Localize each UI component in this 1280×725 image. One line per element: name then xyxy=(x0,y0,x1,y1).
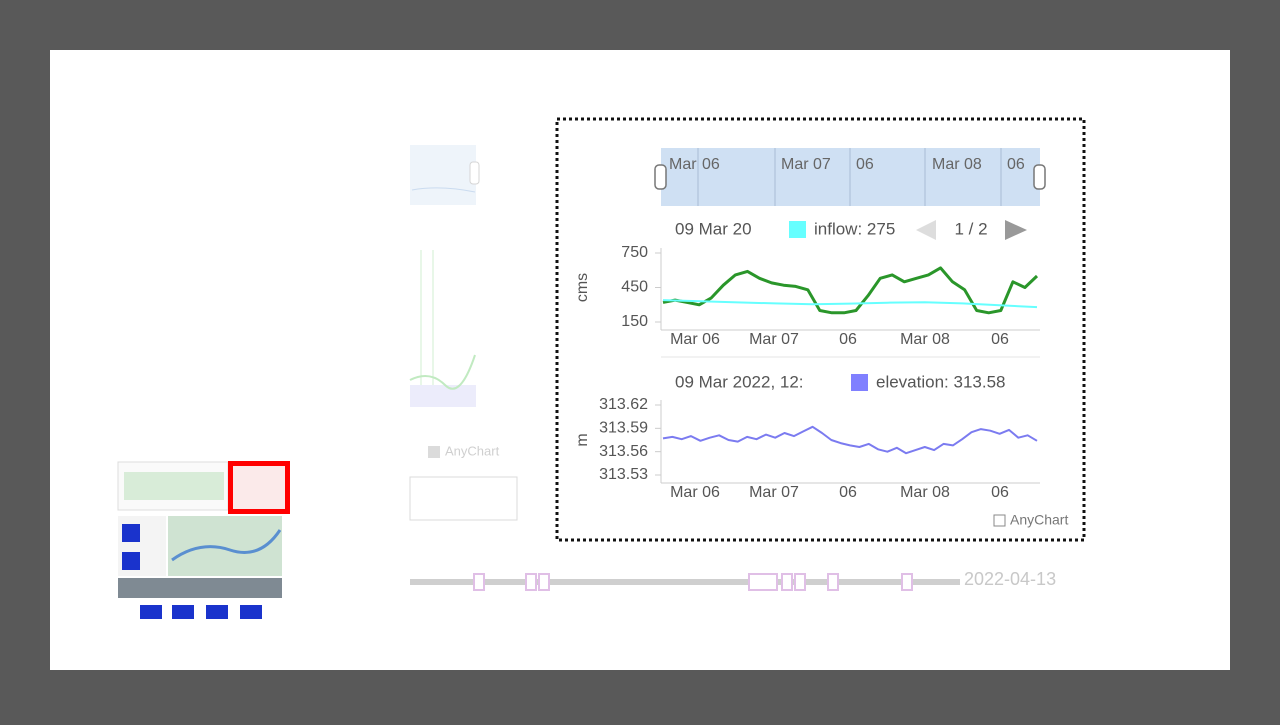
x-tick-label: 06 xyxy=(839,331,857,348)
y-tick-label: 150 xyxy=(621,313,648,330)
thumb-section xyxy=(140,605,162,619)
y-axis-title: m xyxy=(574,433,591,446)
navigator-label: Mar xyxy=(669,156,697,173)
navigator-label: 06 xyxy=(702,156,720,173)
watermark-logo xyxy=(993,514,1006,527)
timeline-marker xyxy=(827,573,839,591)
y-tick-label: 313.59 xyxy=(599,420,648,437)
thumb-section xyxy=(206,605,228,619)
watermark: AnyChart xyxy=(1010,512,1068,528)
thumb-section xyxy=(172,605,194,619)
thumb-photos xyxy=(118,578,282,598)
timeline-marker xyxy=(525,573,537,591)
y-tick-label: 750 xyxy=(621,244,648,261)
data-line xyxy=(662,266,1039,315)
x-tick-label: 06 xyxy=(839,484,857,501)
x-tick-label: Mar 06 xyxy=(670,331,720,348)
navigator-label: Mar 08 xyxy=(932,156,982,173)
timeline-date: 2022-04-13 xyxy=(964,569,1056,589)
tooltip-label: inflow: 275 xyxy=(814,219,895,238)
navigator: Mar 06 Mar 07 06 Mar 08 06 xyxy=(654,148,1046,206)
navigator-label: 06 xyxy=(856,156,874,173)
faded-line xyxy=(411,187,476,193)
thumb-gauge xyxy=(122,552,140,570)
navigator-label: 06 xyxy=(1007,156,1025,173)
faded-handle xyxy=(469,161,480,185)
x-tick-label: Mar 08 xyxy=(900,331,950,348)
thumb-section xyxy=(240,605,262,619)
timeline-marker xyxy=(781,573,793,591)
y-tick-label: 313.56 xyxy=(599,443,648,460)
faded-input xyxy=(409,476,518,521)
faded-area xyxy=(410,385,476,407)
timeline-marker xyxy=(901,573,913,591)
x-tick-label: Mar 07 xyxy=(749,484,799,501)
data-line xyxy=(662,425,1038,455)
tooltip-title: 09 Mar 2022, 12: xyxy=(675,372,804,391)
timeline: 2022-04-13 xyxy=(410,569,1056,591)
x-tick-label: 06 xyxy=(991,484,1009,501)
y-tick-label: 450 xyxy=(621,279,648,296)
y-tick-label: 313.53 xyxy=(599,466,648,483)
faded-line xyxy=(409,354,476,390)
tooltip-title: 09 Mar 20 xyxy=(675,219,752,238)
x-tick-label: Mar 06 xyxy=(670,484,720,501)
timeline-marker xyxy=(748,573,778,591)
faded-navigator xyxy=(410,145,476,205)
faded-watermark: AnyChart xyxy=(445,443,500,458)
pager-next[interactable] xyxy=(1005,220,1027,240)
y-axis-title: cms xyxy=(574,273,591,302)
tooltip-label: elevation: 313.58 xyxy=(876,372,1006,391)
data-line xyxy=(662,299,1038,309)
thumb-highlight xyxy=(228,461,290,514)
x-tick-label: Mar 08 xyxy=(900,484,950,501)
x-tick-label: 06 xyxy=(991,331,1009,348)
thumbnail xyxy=(117,461,290,619)
faded-dashboard: AnyChart xyxy=(409,145,518,521)
navigator-handle[interactable] xyxy=(654,164,667,190)
y-tick-label: 313.62 xyxy=(599,396,648,413)
thumb-river xyxy=(171,529,282,562)
timeline-marker xyxy=(473,573,485,591)
tooltip-swatch xyxy=(851,374,868,391)
navigator-label: Mar 07 xyxy=(781,156,831,173)
pager-text: 1 / 2 xyxy=(954,219,987,238)
timeline-marker xyxy=(794,573,806,591)
faded-logo xyxy=(428,446,440,458)
thumb-gauge xyxy=(122,524,140,542)
thumb-plot xyxy=(124,472,224,500)
timeline-marker xyxy=(538,573,550,591)
x-tick-label: Mar 07 xyxy=(749,331,799,348)
pager-prev[interactable] xyxy=(916,220,936,240)
navigator-handle[interactable] xyxy=(1033,164,1046,190)
tooltip-swatch xyxy=(789,221,806,238)
